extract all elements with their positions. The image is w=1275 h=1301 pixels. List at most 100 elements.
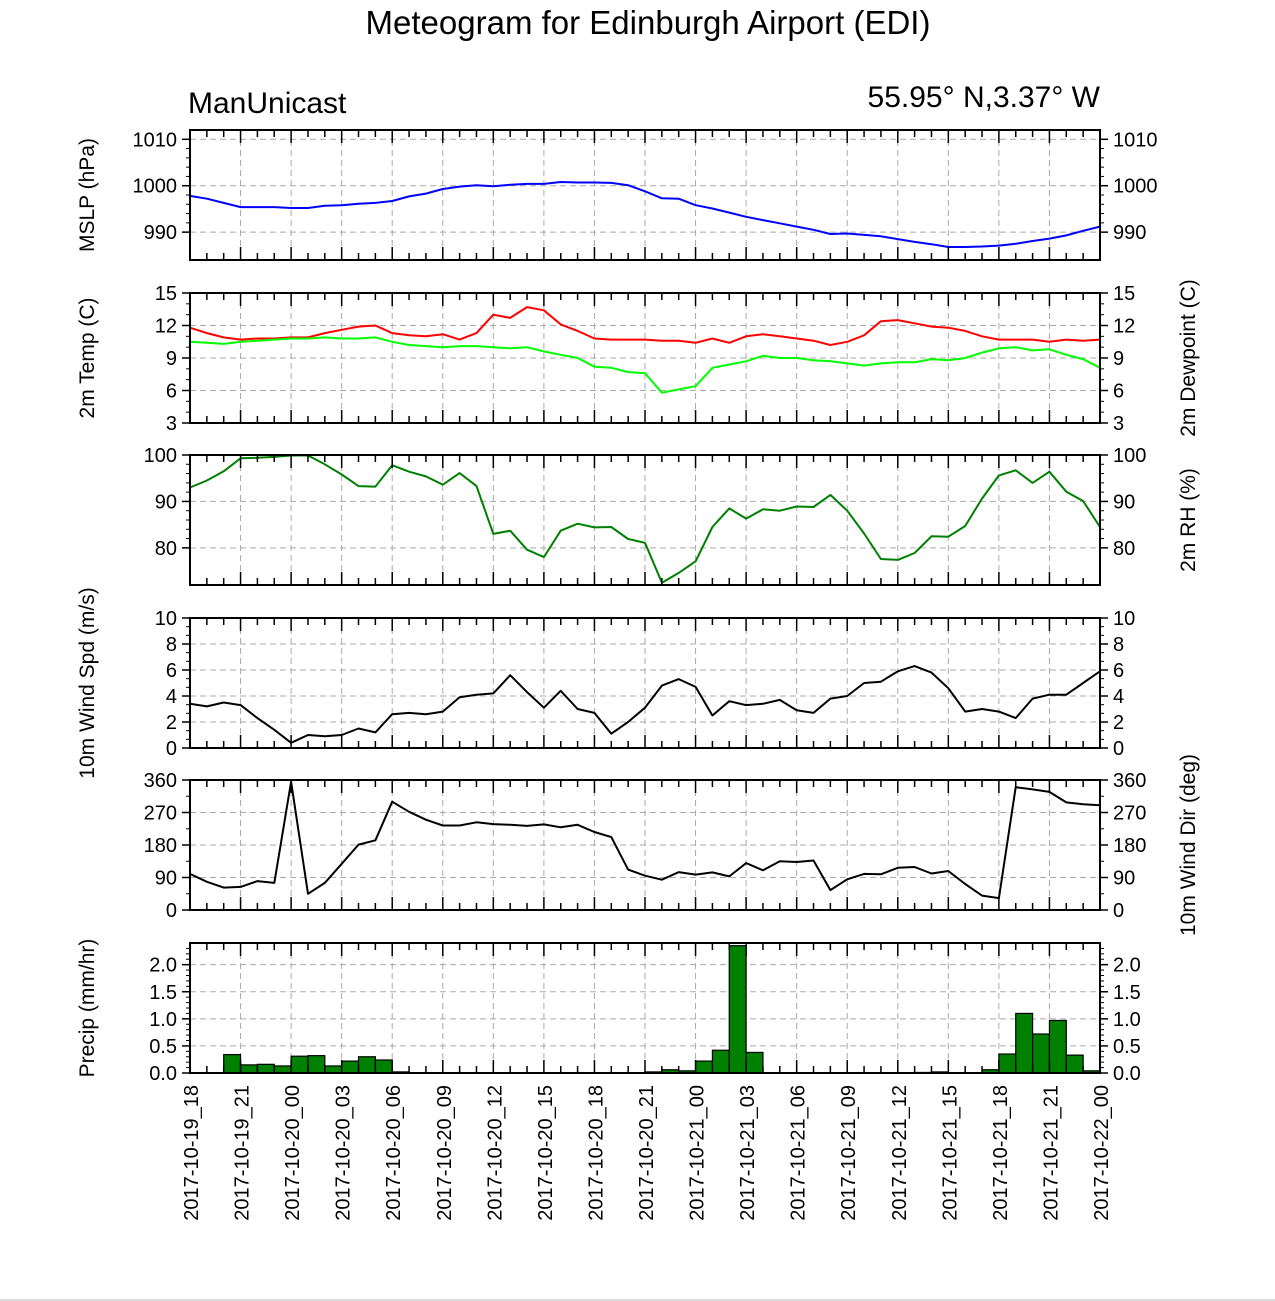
- precip-bar: [290, 1055, 309, 1074]
- y-tick-label: 15: [155, 283, 177, 305]
- precip-bar: [307, 1055, 326, 1074]
- model-label: ManUnicast: [188, 87, 347, 120]
- y-tick-label: 0.0: [149, 1063, 177, 1085]
- precip-bar: [728, 945, 747, 1074]
- x-tick-label: 2017-10-21_03: [737, 1085, 759, 1221]
- y-tick-label: 12: [1113, 316, 1135, 338]
- precip-bar: [273, 1065, 292, 1074]
- y-tick-label: 3: [1113, 413, 1124, 435]
- y-axis-label-left: Precip (mm/hr): [76, 939, 99, 1078]
- y-tick-label: 180: [1113, 835, 1146, 857]
- x-tick-label: 2017-10-21_15: [939, 1085, 961, 1221]
- chart-title: Meteogram for Edinburgh Airport (EDI): [366, 4, 931, 41]
- y-axis-label-left: 2m Temp (C): [76, 298, 99, 419]
- panel-temp: 3 3 6 6 9 9 12 12 15 15 2m Temp (C) 2m Dewpoint (C): [76, 279, 1200, 437]
- x-tick-label: 2017-10-21_18: [990, 1085, 1012, 1221]
- y-tick-label: 8: [1113, 634, 1124, 656]
- x-tick-label: 2017-10-22_00: [1091, 1085, 1113, 1221]
- y-tick-label: 90: [1113, 868, 1135, 890]
- x-tick-label: 2017-10-20_03: [333, 1085, 355, 1221]
- y-tick-label: 3: [166, 413, 177, 435]
- x-tick-label: 2017-10-20_21: [636, 1085, 658, 1221]
- data-line: [189, 336, 1101, 394]
- y-tick-label: 0: [166, 900, 177, 922]
- y-axis-label-left: MSLP (hPa): [76, 138, 99, 252]
- y-tick-label: 1.0: [149, 1009, 177, 1031]
- x-tick-label: 2017-10-21_12: [889, 1085, 911, 1221]
- y-tick-label: 2.0: [1113, 955, 1141, 977]
- y-tick-label: 1010: [1113, 129, 1158, 151]
- x-tick-label: 2017-10-20_00: [282, 1085, 304, 1221]
- y-tick-label: 0: [1113, 738, 1124, 760]
- x-tick-label: 2017-10-20_12: [484, 1085, 506, 1221]
- precip-bar: [1048, 1019, 1067, 1074]
- y-tick-label: 270: [1113, 803, 1146, 825]
- x-tick-label: 2017-10-20_09: [434, 1085, 456, 1221]
- y-tick-label: 1000: [1113, 176, 1158, 198]
- x-tick-label: 2017-10-19_21: [232, 1085, 254, 1221]
- y-axis-label-right: 10m Wind Dir (deg): [1177, 754, 1200, 936]
- precip-bar: [341, 1060, 360, 1074]
- x-tick-label: 2017-10-20_18: [585, 1085, 607, 1221]
- y-tick-label: 9: [166, 348, 177, 370]
- y-tick-label: 4: [166, 686, 177, 708]
- y-tick-label: 180: [144, 835, 177, 857]
- x-tick-label: 2017-10-20_15: [535, 1085, 557, 1221]
- precip-bar: [1015, 1012, 1034, 1074]
- precip-bar: [239, 1064, 259, 1074]
- y-axis-label-left: 10m Wind Spd (m/s): [76, 587, 99, 778]
- x-tick-label: 2017-10-20_06: [383, 1085, 405, 1221]
- panel-rh: 80 80 90 90 100 100 2m RH (%): [144, 445, 1200, 586]
- panel-precip: 0.0 0.0 0.5 0.5 1.0 1.0 1.5 1.5 2.0 2.0 Precip (mm…: [76, 939, 1141, 1085]
- y-tick-label: 80: [155, 538, 177, 560]
- y-tick-label: 2.0: [149, 955, 177, 977]
- y-tick-label: 0.5: [149, 1036, 177, 1058]
- location-label: 55.95° N,3.37° W: [868, 81, 1101, 114]
- panel-wspd: 0 0 2 2 4 4 6 6 8 8 10 10 10m Wind Spd (m/s): [76, 587, 1135, 778]
- y-tick-label: 4: [1113, 686, 1124, 708]
- y-tick-label: 80: [1113, 538, 1135, 560]
- precip-bar: [357, 1056, 376, 1074]
- precip-bar: [1065, 1054, 1084, 1074]
- y-tick-label: 990: [1113, 222, 1146, 244]
- y-tick-label: 1000: [133, 176, 178, 198]
- y-tick-label: 0.5: [1113, 1036, 1141, 1058]
- precip-bar: [998, 1053, 1017, 1074]
- y-tick-label: 0: [1113, 900, 1124, 922]
- y-tick-label: 2: [1113, 712, 1124, 734]
- precip-bar: [711, 1049, 730, 1074]
- y-tick-label: 1.0: [1113, 1009, 1141, 1031]
- precip-bar: [324, 1065, 343, 1074]
- y-tick-label: 9: [1113, 348, 1124, 370]
- x-tick-label: 2017-10-21_00: [687, 1085, 709, 1221]
- data-line: [189, 306, 1101, 346]
- x-tick-label: 2017-10-21_21: [1040, 1085, 1062, 1221]
- y-tick-label: 6: [166, 660, 177, 682]
- y-tick-label: 990: [144, 222, 177, 244]
- y-tick-label: 6: [1113, 381, 1124, 403]
- panel-mslp: 990 990 1000 1000 1010 1010 MSLP (hPa): [76, 129, 1158, 261]
- panel-wdir: 0 0 90 90 180 180 270 270 360 360 10m Wind Dir (de…: [144, 754, 1200, 936]
- y-tick-label: 270: [144, 803, 177, 825]
- data-line: [189, 780, 1101, 900]
- y-tick-label: 15: [1113, 283, 1135, 305]
- y-tick-label: 1010: [133, 129, 178, 151]
- precip-bar: [374, 1059, 393, 1074]
- y-tick-label: 360: [144, 770, 177, 792]
- y-tick-label: 0: [166, 738, 177, 760]
- x-axis-labels: 2017-10-19_18 2017-10-19_21 2017-10-20_00 2…: [181, 1085, 1113, 1221]
- y-axis-label-right: 2m RH (%): [1177, 468, 1200, 572]
- x-tick-label: 2017-10-19_18: [181, 1085, 203, 1221]
- precip-bar: [1031, 1033, 1051, 1074]
- precip-bar: [256, 1063, 275, 1074]
- y-tick-label: 90: [155, 868, 177, 890]
- y-tick-label: 1.5: [149, 982, 177, 1004]
- precip-bar: [694, 1060, 714, 1074]
- y-tick-label: 0.0: [1113, 1063, 1141, 1085]
- y-tick-label: 360: [1113, 770, 1146, 792]
- y-tick-label: 100: [1113, 445, 1146, 467]
- y-axis-label-right: 2m Dewpoint (C): [1177, 279, 1200, 437]
- y-tick-label: 10: [155, 608, 177, 630]
- data-line: [189, 454, 1101, 584]
